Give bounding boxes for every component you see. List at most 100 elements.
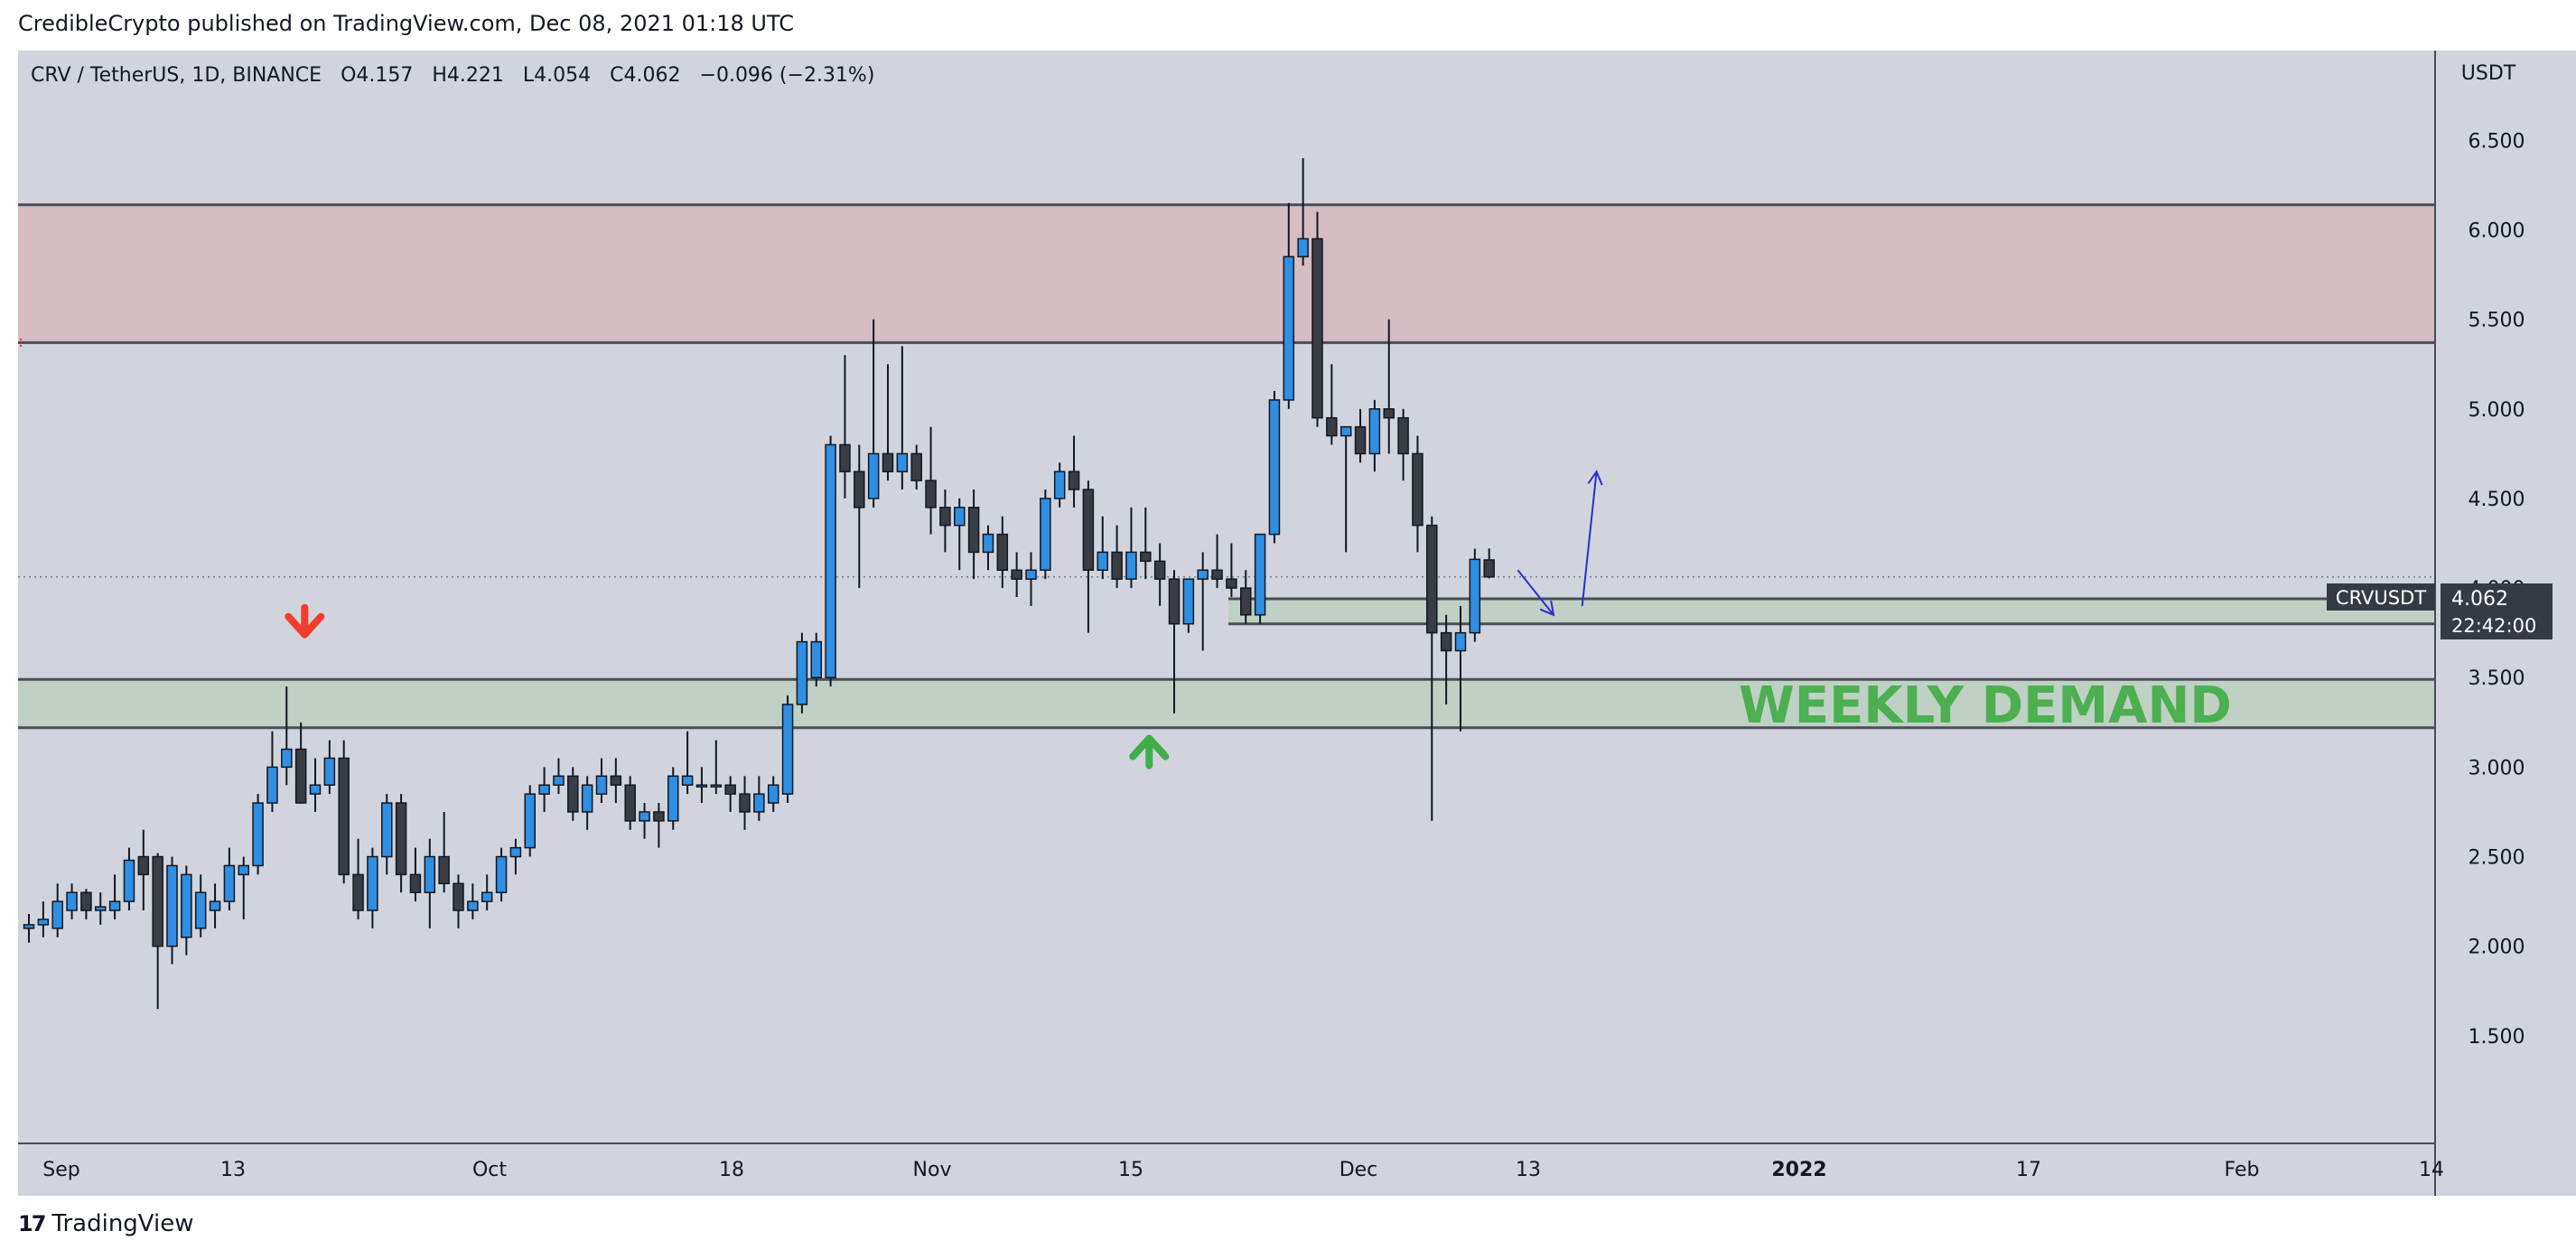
candle-body [409, 873, 422, 893]
footer[interactable]: 17 TradingView [18, 1210, 194, 1237]
candle [867, 319, 880, 508]
candle-body [467, 900, 479, 911]
candle-body [896, 452, 909, 472]
time-tick-label: 17 [2016, 1159, 2041, 1181]
candle [581, 776, 593, 830]
candle [553, 758, 565, 795]
candle [1226, 543, 1237, 597]
candle-body [781, 704, 794, 795]
candle [37, 901, 50, 937]
candle [767, 776, 779, 812]
candle-body [1082, 489, 1095, 572]
annotations-layer [285, 470, 1603, 769]
tradingview-logo-icon: 17 [18, 1211, 46, 1236]
candle-body [1197, 569, 1209, 580]
candle [108, 874, 121, 919]
candle [281, 686, 293, 786]
candle [1311, 211, 1323, 427]
time-axis[interactable]: Sep 13 Oct 18 Nov 15 Dec 13 2022 17 Feb 14 [42, 1159, 2444, 1181]
candle-body [825, 443, 836, 678]
candle-body [653, 811, 665, 822]
candle [839, 355, 851, 499]
candle [724, 776, 736, 812]
candle-body [137, 855, 150, 876]
candle [166, 856, 178, 965]
candle-body [639, 811, 650, 822]
time-tick-label: 2022 [1771, 1159, 1826, 1181]
candle [338, 740, 350, 884]
candle-body [123, 859, 135, 902]
candle [524, 785, 536, 857]
time-tick-label: 14 [2419, 1159, 2444, 1181]
time-tick-label: 13 [220, 1159, 246, 1181]
candle [639, 803, 650, 839]
candle [954, 498, 966, 571]
candle [610, 758, 622, 804]
supply-zone [18, 204, 2435, 343]
candle-body [66, 891, 78, 911]
candle [1168, 570, 1181, 713]
candle-body [209, 900, 221, 911]
candle-body [796, 640, 808, 705]
candle-body [910, 452, 922, 481]
projection-line [1517, 569, 1554, 616]
candle [796, 632, 808, 713]
candle [1268, 390, 1281, 544]
candle [781, 695, 794, 804]
time-tick-label: 18 [719, 1159, 744, 1181]
candle [854, 444, 865, 589]
candle [481, 874, 493, 911]
candle [1454, 605, 1467, 732]
candle-body [854, 471, 865, 508]
candle [710, 740, 723, 795]
candle [1040, 490, 1051, 580]
candle-body [1454, 631, 1467, 652]
low-value: 4.054 [534, 64, 591, 87]
candle-body [1483, 559, 1495, 578]
price-tick-label: 3.000 [2469, 757, 2525, 779]
candle-body [23, 924, 35, 929]
candle-body [1426, 524, 1438, 634]
price-tick-label: 2.500 [2469, 847, 2525, 870]
candle-body [1040, 498, 1051, 572]
candle-body [1268, 399, 1281, 536]
time-tick-label: 13 [1516, 1159, 1541, 1181]
candlestick-chart[interactable]: WEEKLY DEMAND 6.500 6.000 5.500 5.000 4.500 4… [18, 51, 2558, 1196]
candle [23, 914, 35, 943]
candle [1469, 548, 1481, 642]
candle-body [352, 873, 364, 911]
candle-body [1383, 408, 1395, 419]
candle [66, 883, 78, 919]
candle [910, 444, 922, 490]
symbol-title: CRV / TetherUS, 1D, BINANCE O4.157 H4.22… [31, 64, 874, 87]
candle [453, 874, 464, 928]
edge-mark: : [18, 332, 23, 351]
candle-body [37, 919, 50, 926]
candle-body [1111, 551, 1123, 580]
candle [595, 758, 608, 804]
symbol-legend[interactable]: CRV / TetherUS, 1D, BINANCE O4.157 H4.22… [31, 64, 874, 87]
candle-body [395, 802, 407, 876]
candle [1082, 480, 1095, 633]
price-tick-label: 1.500 [2469, 1026, 2525, 1049]
candle-body [1397, 416, 1409, 455]
candle [1426, 516, 1438, 821]
time-tick-label: Sep [42, 1159, 79, 1181]
price-axis[interactable]: 6.5006.0005.5005.0004.5004.0003.5003.000… [2469, 130, 2525, 1049]
candle-body [695, 784, 708, 788]
candle [810, 632, 822, 687]
candle [223, 847, 236, 911]
countdown-tag: 22:42:00 [2451, 615, 2536, 637]
symbol-name: CRV / TetherUS, 1D, BINANCE [31, 64, 322, 87]
candle-body [710, 784, 723, 788]
projection-arrowhead-icon [1587, 470, 1603, 486]
price-tick-label: 6.000 [2469, 219, 2525, 242]
candle-body [238, 864, 249, 876]
time-tick-label: Feb [2225, 1159, 2260, 1181]
time-tick-label: Oct [472, 1159, 507, 1181]
candle [152, 853, 163, 1010]
candle-body [1254, 533, 1266, 616]
candle-body [595, 775, 608, 795]
price-tick-label: 5.000 [2469, 399, 2525, 422]
candle-body [581, 784, 593, 813]
